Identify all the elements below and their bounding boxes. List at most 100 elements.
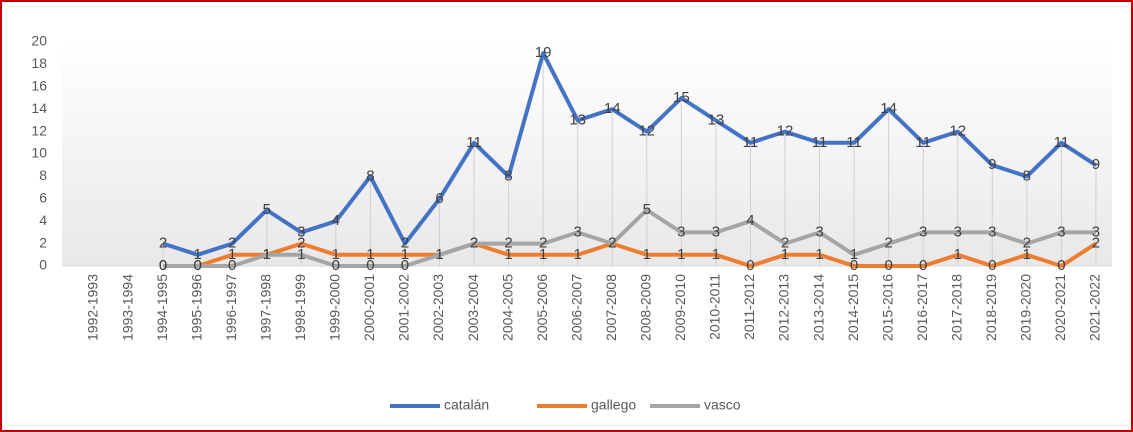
data-label: 1 <box>228 246 236 263</box>
data-label: 11 <box>1054 134 1070 151</box>
data-label: 0 <box>401 257 409 274</box>
data-label: 3 <box>815 223 823 240</box>
x-tick-label: 2002-2003 <box>430 274 446 341</box>
data-label: 1 <box>435 246 443 263</box>
data-label: 2 <box>401 235 409 252</box>
data-label: 2 <box>884 235 892 252</box>
data-label: 1 <box>332 246 340 263</box>
x-tick-label: 2013-2014 <box>810 274 826 341</box>
data-label: 2 <box>470 235 478 252</box>
data-label: 3 <box>574 223 582 240</box>
data-label: 6 <box>435 190 443 207</box>
data-label: 1 <box>954 246 962 263</box>
data-label: 1 <box>193 246 201 263</box>
data-label: 14 <box>880 100 897 117</box>
x-tick-label: 2019-2020 <box>1018 274 1034 341</box>
data-label: 9 <box>1092 156 1100 173</box>
y-tick-label: 18 <box>31 55 47 71</box>
x-tick-label: 2021-2022 <box>1087 274 1103 341</box>
data-label: 11 <box>466 134 482 151</box>
data-label: 8 <box>1023 167 1031 184</box>
data-label: 0 <box>884 257 892 274</box>
y-tick-label: 14 <box>31 100 47 116</box>
y-tick-label: 10 <box>31 145 47 161</box>
data-label: 8 <box>366 167 374 184</box>
x-tick-label: 2001-2002 <box>396 274 412 341</box>
data-label: 5 <box>643 201 651 218</box>
data-label: 0 <box>919 257 927 274</box>
x-tick-label: 2016-2017 <box>914 274 930 341</box>
data-label: 1 <box>850 246 858 263</box>
y-tick-label: 4 <box>39 212 47 228</box>
x-tick-label: 1994-1995 <box>154 274 170 341</box>
data-label: 0 <box>159 257 167 274</box>
x-tick-label: 2017-2018 <box>948 274 964 341</box>
x-tick-label: 2020-2021 <box>1052 274 1068 341</box>
data-label: 1 <box>539 246 547 263</box>
x-tick-label: 2000-2001 <box>361 274 377 341</box>
x-tick-label: 2008-2009 <box>638 274 654 341</box>
x-tick-label: 2009-2010 <box>672 274 688 341</box>
y-tick-label: 12 <box>31 122 47 138</box>
data-label: 12 <box>777 123 794 140</box>
data-label: 11 <box>915 134 931 151</box>
x-tick-label: 1995-1996 <box>188 274 204 341</box>
data-label: 9 <box>988 156 996 173</box>
legend-label: vasco <box>704 397 741 413</box>
plot-area <box>62 42 1112 266</box>
data-label: 8 <box>504 167 512 184</box>
x-tick-label: 2007-2008 <box>603 274 619 341</box>
data-label: 3 <box>1092 223 1100 240</box>
data-label: 0 <box>1057 257 1065 274</box>
series-line <box>163 208 1096 268</box>
data-label: 3 <box>919 223 927 240</box>
x-tick-label: 2003-2004 <box>465 274 481 341</box>
data-label: 2 <box>539 235 547 252</box>
data-label: 5 <box>263 201 271 218</box>
data-label: 4 <box>332 212 340 229</box>
y-tick-label: 0 <box>39 257 47 273</box>
x-tick-label: 2018-2019 <box>983 274 999 341</box>
x-tick-label: 1998-1999 <box>292 274 308 341</box>
x-tick-label: 2004-2005 <box>499 274 515 341</box>
data-label: 2 <box>159 235 167 252</box>
data-label: 3 <box>677 223 685 240</box>
data-label: 3 <box>954 223 962 240</box>
y-tick-label: 8 <box>39 167 47 183</box>
data-label: 15 <box>673 89 690 106</box>
x-tick-label: 2012-2013 <box>776 274 792 341</box>
data-label: 1 <box>643 246 651 263</box>
x-tick-label: 1997-1998 <box>257 274 273 341</box>
data-label: 1 <box>263 246 271 263</box>
x-tick-label: 1999-2000 <box>327 274 343 341</box>
data-label: 11 <box>743 134 759 151</box>
data-label: 1 <box>435 246 443 263</box>
data-label: 2 <box>1023 235 1031 252</box>
data-label: 1 <box>712 246 720 263</box>
data-label: 13 <box>569 111 586 128</box>
x-tick-label: 2011-2012 <box>741 274 757 340</box>
data-label: 2 <box>608 235 616 252</box>
data-label: 1 <box>781 246 789 263</box>
data-label: 0 <box>746 257 754 274</box>
data-label: 19 <box>535 44 552 61</box>
data-label: 0 <box>228 257 236 274</box>
x-tick-label: 2010-2011 <box>707 274 723 340</box>
x-tick-label: 2015-2016 <box>879 274 895 341</box>
data-label: 11 <box>812 134 828 151</box>
x-tick-label: 2014-2015 <box>845 274 861 341</box>
x-tick-label: 1993-1994 <box>119 274 135 341</box>
y-tick-label: 6 <box>39 190 47 206</box>
data-label: 3 <box>297 223 305 240</box>
data-label: 1 <box>677 246 685 263</box>
y-tick-label: 20 <box>31 33 47 49</box>
legend-label: gallego <box>591 397 636 413</box>
data-label: 1 <box>401 246 409 263</box>
data-label: 2 <box>504 235 512 252</box>
data-label: 12 <box>949 123 966 140</box>
data-label: 2 <box>608 235 616 252</box>
data-label: 2 <box>297 235 305 252</box>
data-label: 2 <box>781 235 789 252</box>
data-label: 1 <box>263 246 271 263</box>
x-tick-label: 1992-1993 <box>85 274 101 341</box>
